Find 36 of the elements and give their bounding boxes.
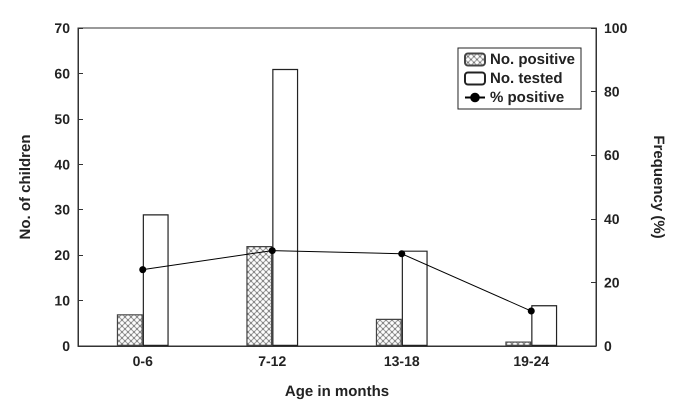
y-tick-label: 70 xyxy=(54,20,70,36)
y-tick-label: 50 xyxy=(54,110,70,127)
y-tick-label: 20 xyxy=(54,247,70,264)
y-tick-label: 30 xyxy=(54,202,70,218)
legend-label: No. tested xyxy=(490,70,563,87)
y-tick-label: 60 xyxy=(54,65,70,82)
y2-tick-label: 60 xyxy=(604,147,620,164)
bar xyxy=(376,318,402,346)
bar xyxy=(116,314,143,346)
x-tick-label: 0-6 xyxy=(132,353,154,369)
bar xyxy=(505,341,532,346)
y-tick-label: 10 xyxy=(54,292,70,309)
y2-tick-label: 40 xyxy=(604,210,620,227)
bar xyxy=(272,68,298,346)
point xyxy=(268,247,276,254)
point xyxy=(398,250,406,258)
point xyxy=(139,266,146,274)
x-tick-label: 13-18 xyxy=(384,353,420,369)
y2-tick-label: 20 xyxy=(604,274,620,290)
legend-label: % positive xyxy=(490,89,564,106)
y-axis-title: No. of children xyxy=(17,134,34,240)
x-axis-title: Age in months xyxy=(284,383,390,400)
y-tick-label: 40 xyxy=(54,156,70,172)
bar xyxy=(531,305,558,346)
x-tick-label: 19-24 xyxy=(513,353,550,369)
bar xyxy=(246,246,272,346)
point xyxy=(528,308,535,315)
bar xyxy=(142,214,169,346)
y-tick-label: 0 xyxy=(62,338,70,354)
y2-tick-label: 0 xyxy=(604,338,612,354)
y2-tick-label: 80 xyxy=(604,84,620,100)
legend-label: No. positive xyxy=(490,51,576,68)
y2-axis-title: Frequency (%) xyxy=(650,135,667,239)
bar xyxy=(402,250,428,346)
y2-tick-label: 100 xyxy=(604,20,628,36)
x-tick-label: 7-12 xyxy=(258,353,286,369)
